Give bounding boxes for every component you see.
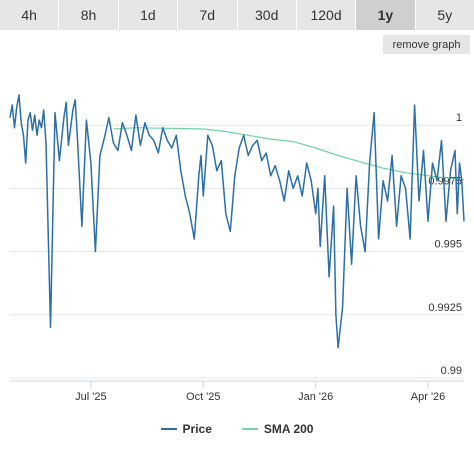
tab-1d[interactable]: 1d	[118, 0, 179, 30]
tab-120d[interactable]: 120d	[296, 0, 357, 30]
timeframe-tabs: 4h 8h 1d 7d 30d 120d 1y 5y	[0, 0, 474, 30]
series-line-price	[9, 94, 465, 349]
tab-8h[interactable]: 8h	[59, 0, 119, 30]
tab-1y[interactable]: 1y	[356, 0, 416, 30]
y-tick-label: 1	[456, 112, 462, 124]
x-tick-label: Jul '25	[75, 391, 106, 403]
price-legend-swatch	[160, 428, 177, 430]
legend-label-sma: SMA 200	[263, 422, 314, 436]
x-tick-label: Apr '26	[411, 391, 446, 403]
y-tick-label: 0.995	[434, 239, 462, 251]
sma-legend-swatch	[241, 428, 258, 430]
x-tick-label: Oct '25	[186, 391, 221, 403]
legend-item-price[interactable]: Price	[160, 420, 212, 438]
y-tick-label: 0.99	[441, 365, 462, 377]
tab-5y[interactable]: 5y	[415, 0, 474, 30]
tab-4h[interactable]: 4h	[0, 0, 60, 30]
remove-graph-button[interactable]: remove graph	[383, 35, 470, 54]
legend-label-price: Price	[182, 422, 212, 436]
legend-item-sma[interactable]: SMA 200	[241, 420, 314, 438]
y-tick-label: 0.9925	[428, 302, 462, 314]
tab-30d[interactable]: 30d	[237, 0, 297, 30]
chart-legend: Price SMA 200	[0, 420, 474, 438]
series-line-sma-200	[113, 127, 465, 181]
x-tick-label: Jan '26	[298, 391, 333, 403]
tab-7d[interactable]: 7d	[178, 0, 238, 30]
